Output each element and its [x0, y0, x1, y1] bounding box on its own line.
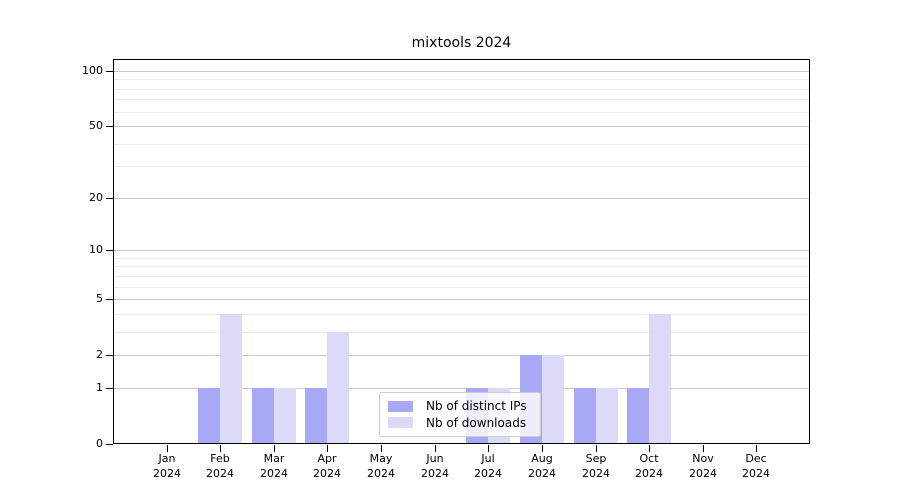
minor-gridline-60 — [113, 112, 810, 113]
plot-area — [113, 59, 810, 444]
x-axis-tick-label-may: May 2024 — [367, 452, 395, 480]
x-axis-tick-oct — [649, 445, 650, 452]
legend-label-distinct-ips: Nb of distinct IPs — [426, 399, 527, 414]
y-axis-tick-label-50: 50 — [89, 119, 103, 132]
legend-row-downloads: Nb of downloads — [388, 415, 532, 432]
y-axis-tick-2 — [106, 355, 113, 356]
y-axis-tick-label-1: 1 — [96, 381, 103, 394]
minor-gridline-90 — [113, 79, 810, 80]
major-gridline-2 — [113, 355, 810, 356]
bar-downloads-oct — [649, 314, 671, 444]
x-axis-tick-label-feb: Feb 2024 — [206, 452, 234, 480]
y-axis-tick-100 — [106, 71, 113, 72]
bar-distinct-ips-mar — [252, 388, 274, 444]
x-axis-tick-nov — [703, 445, 704, 452]
minor-gridline-3 — [113, 332, 810, 333]
minor-gridline-70 — [113, 99, 810, 100]
x-axis-tick-label-jan: Jan 2024 — [153, 452, 181, 480]
minor-gridline-9 — [113, 258, 810, 259]
y-axis-tick-20 — [106, 198, 113, 199]
legend-row-distinct-ips: Nb of distinct IPs — [388, 398, 532, 415]
x-axis-tick-aug — [542, 445, 543, 452]
y-axis-tick-label-10: 10 — [89, 243, 103, 256]
y-axis-tick-label-5: 5 — [96, 292, 103, 305]
x-axis-tick-label-sep: Sep 2024 — [582, 452, 610, 480]
y-axis-tick-label-20: 20 — [89, 191, 103, 204]
x-axis-tick-jan — [167, 445, 168, 452]
y-axis-tick-label-100: 100 — [82, 64, 103, 77]
bar-distinct-ips-feb — [198, 388, 220, 444]
minor-gridline-4 — [113, 314, 810, 315]
major-gridline-5 — [113, 299, 810, 300]
minor-gridline-8 — [113, 266, 810, 267]
x-axis-tick-dec — [756, 445, 757, 452]
y-axis-tick-1 — [106, 388, 113, 389]
x-axis-tick-apr — [327, 445, 328, 452]
legend-label-downloads: Nb of downloads — [426, 415, 527, 430]
y-axis-tick-label-2: 2 — [96, 348, 103, 361]
legend: Nb of distinct IPs Nb of downloads — [379, 392, 541, 437]
minor-gridline-30 — [113, 166, 810, 167]
major-gridline-20 — [113, 198, 810, 199]
x-axis-tick-label-apr: Apr 2024 — [313, 452, 341, 480]
legend-swatch-distinct-ips — [388, 400, 413, 412]
bar-downloads-feb — [220, 314, 242, 444]
minor-gridline-6 — [113, 287, 810, 288]
bar-downloads-sep — [596, 388, 618, 444]
major-gridline-50 — [113, 126, 810, 127]
bar-downloads-mar — [274, 388, 296, 444]
x-axis-tick-label-jun: Jun 2024 — [421, 452, 449, 480]
major-gridline-10 — [113, 250, 810, 251]
x-axis-tick-may — [381, 445, 382, 452]
x-axis-tick-label-oct: Oct 2024 — [635, 452, 663, 480]
x-axis-tick-sep — [596, 445, 597, 452]
x-axis-tick-label-dec: Dec 2024 — [742, 452, 770, 480]
minor-gridline-80 — [113, 89, 810, 90]
major-gridline-100 — [113, 71, 810, 72]
minor-gridline-7 — [113, 276, 810, 277]
bar-distinct-ips-oct — [627, 388, 649, 444]
bar-downloads-apr — [327, 332, 349, 444]
y-axis-tick-0 — [106, 444, 113, 445]
bar-downloads-aug — [542, 355, 564, 444]
x-axis-tick-label-aug: Aug 2024 — [528, 452, 556, 480]
x-axis-tick-label-jul: Jul 2024 — [474, 452, 502, 480]
major-gridline-1 — [113, 388, 810, 389]
bar-distinct-ips-apr — [305, 388, 327, 444]
x-axis-tick-label-nov: Nov 2024 — [689, 452, 717, 480]
legend-swatch-downloads — [388, 417, 413, 429]
y-axis-tick-10 — [106, 250, 113, 251]
x-axis-tick-mar — [274, 445, 275, 452]
x-axis-tick-feb — [220, 445, 221, 452]
y-axis-tick-label-0: 0 — [96, 437, 103, 450]
minor-gridline-40 — [113, 144, 810, 145]
y-axis-tick-5 — [106, 299, 113, 300]
x-axis-tick-jun — [435, 445, 436, 452]
x-axis-tick-jul — [488, 445, 489, 452]
chart-title: mixtools 2024 — [411, 35, 512, 51]
x-axis-tick-label-mar: Mar 2024 — [260, 452, 288, 480]
bar-distinct-ips-sep — [574, 388, 596, 444]
y-axis-tick-50 — [106, 126, 113, 127]
